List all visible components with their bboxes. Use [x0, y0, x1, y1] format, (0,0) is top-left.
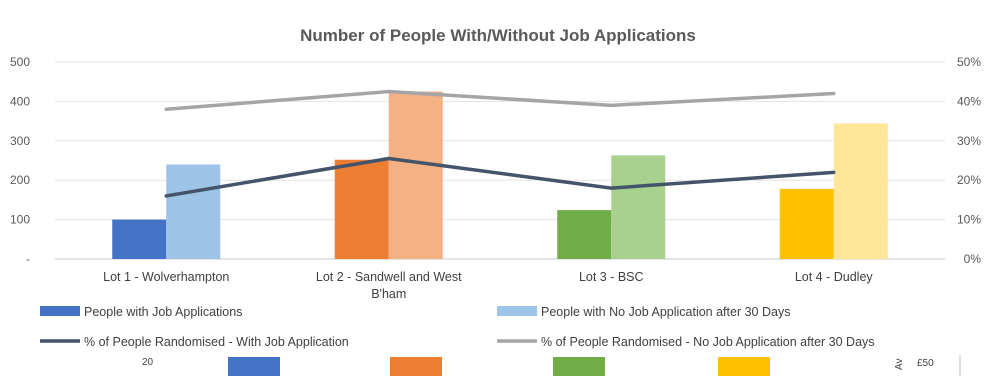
y-right-tick-label: 0%: [964, 252, 982, 266]
legend-swatch: [40, 306, 80, 316]
fragment-bar: [718, 357, 770, 376]
x-category-label: Lot 1 - Wolverhampton: [103, 270, 229, 284]
x-axis: Lot 1 - Wolverhampton Lot 2 - Sandwell an…: [103, 270, 873, 301]
legend-label: People with No Job Application after 30 …: [541, 305, 790, 319]
fragment-tick-label: £50: [917, 358, 934, 369]
fragment-bar: [228, 357, 280, 376]
y-axis-right: 0% 10% 20% 30% 40% 50%: [957, 55, 981, 266]
y-right-tick-label: 50%: [957, 55, 981, 69]
y-left-tick-label: 500: [10, 55, 30, 69]
y-right-tick-label: 30%: [957, 134, 981, 148]
y-left-tick-label: 200: [10, 173, 30, 187]
legend: People with Job Applications People with …: [40, 305, 875, 349]
y-axis-left: - 100 200 300 400 500: [10, 55, 30, 266]
y-right-tick-label: 40%: [957, 94, 981, 108]
series-line: [164, 89, 836, 112]
fragment-tick-label: 20: [142, 357, 154, 368]
y-right-tick-label: 10%: [957, 213, 981, 227]
y-left-tick-label: 300: [10, 134, 30, 148]
legend-label: People with Job Applications: [84, 305, 242, 319]
below-chart-fragment: 20 £50 Av: [142, 355, 961, 376]
bar: [833, 123, 888, 260]
series-line: [164, 156, 836, 198]
bar: [611, 155, 666, 259]
y-left-tick-label: 100: [10, 213, 30, 227]
y-right-tick-label: 20%: [957, 173, 981, 187]
bar: [334, 159, 389, 259]
series-lines: [164, 89, 836, 198]
legend-swatch: [497, 306, 537, 316]
bar: [112, 219, 167, 259]
x-category-label: Lot 4 - Dudley: [795, 270, 874, 284]
chart-title: Number of People With/Without Job Applic…: [300, 26, 696, 45]
fragment-bar: [390, 357, 442, 376]
legend-label: % of People Randomised - With Job Applic…: [84, 335, 349, 349]
bar: [557, 210, 612, 259]
bars: [112, 91, 888, 260]
bar: [166, 164, 221, 259]
x-category-label: Lot 2 - Sandwell and West B'ham: [316, 270, 462, 301]
bar: [779, 188, 834, 259]
x-category-label: Lot 3 - BSC: [579, 270, 644, 284]
fragment-bar: [553, 357, 605, 376]
y-left-tick-label: -: [26, 252, 30, 266]
fragment-axis-title: Av: [894, 359, 905, 371]
y-left-tick-label: 400: [10, 94, 30, 108]
legend-label: % of People Randomised - No Job Applicat…: [541, 335, 875, 349]
bar: [388, 91, 443, 259]
